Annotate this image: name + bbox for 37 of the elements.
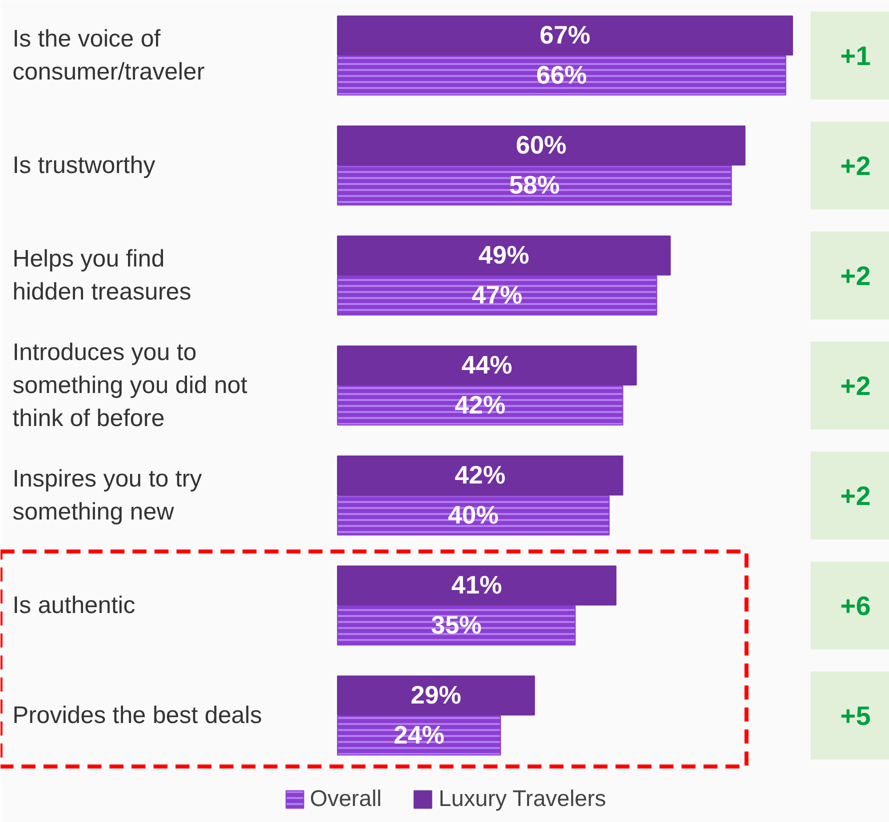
text: +2: [840, 371, 871, 401]
y-tick-label: Introduces you to something you did not think of before: [12, 339, 248, 432]
data-label: 47%: [472, 282, 522, 310]
text: +1: [840, 41, 871, 71]
data-label: 60%: [516, 132, 567, 160]
bar: [337, 236, 671, 276]
data-label: 44%: [462, 352, 512, 380]
bar: [337, 456, 624, 496]
y-tick-label: Is authentic: [12, 592, 136, 619]
data-label: 42%: [454, 462, 506, 490]
legend-label: Luxury Travelers: [438, 785, 606, 812]
bar: [337, 126, 746, 166]
text: +6: [840, 591, 871, 621]
data-label: 66%: [536, 62, 587, 90]
y-tick-label: Inspires you to try something new: [12, 466, 202, 526]
data-label: 58%: [509, 172, 560, 200]
text: +5: [840, 701, 871, 731]
data-label: 49%: [478, 242, 530, 270]
data-label: 29%: [410, 682, 462, 710]
data-label: 40%: [448, 502, 499, 530]
text: +2: [840, 151, 871, 181]
data-label: 35%: [430, 612, 482, 640]
text: +2: [840, 261, 871, 291]
y-tick-label: Is trustworthy: [12, 152, 156, 179]
y-tick-label: Helps you find hidden treasures: [12, 246, 192, 306]
y-tick-label: Is the voice of consumer/traveler: [12, 26, 205, 86]
data-label: 24%: [394, 722, 444, 750]
bar: [337, 566, 616, 606]
bar: [337, 346, 637, 386]
bar: [337, 676, 535, 716]
data-label: 67%: [540, 22, 590, 50]
data-label: 41%: [451, 572, 502, 600]
text: +2: [840, 481, 871, 511]
bar: [337, 16, 793, 56]
data-label: 42%: [454, 392, 506, 420]
y-tick-label: Provides the best deals: [12, 702, 262, 729]
legend-label: Overall: [310, 785, 382, 812]
